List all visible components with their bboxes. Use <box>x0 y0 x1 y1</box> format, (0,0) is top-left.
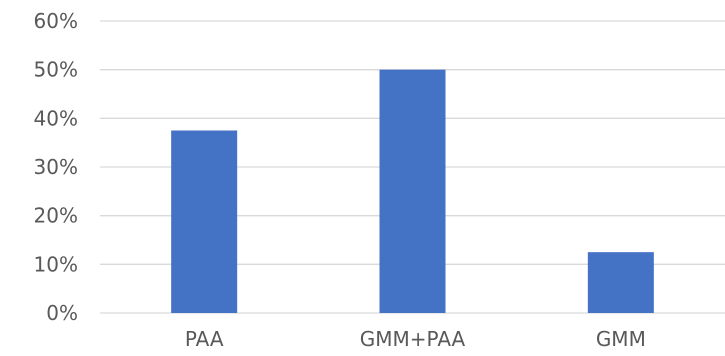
x-category-label: GMM <box>596 327 646 351</box>
bar-gmm <box>587 252 654 313</box>
x-category-label: GMM+PAA <box>360 327 466 351</box>
y-tick-label: 0% <box>46 301 78 325</box>
y-axis-labels: 0% 10% 20% 30% 40% 50% 60% <box>34 9 78 325</box>
bar-paa <box>171 130 238 313</box>
y-tick-label: 10% <box>34 252 78 276</box>
bar-gmm-paa <box>379 69 446 314</box>
y-tick-label: 30% <box>34 155 78 179</box>
x-category-label: PAA <box>185 327 224 351</box>
y-tick-label: 40% <box>34 106 78 130</box>
x-axis-labels: PAA GMM+PAA GMM <box>185 327 646 351</box>
y-tick-label: 50% <box>34 58 78 82</box>
y-tick-label: 60% <box>34 9 78 33</box>
y-tick-label: 20% <box>34 204 78 228</box>
bars <box>171 69 654 314</box>
